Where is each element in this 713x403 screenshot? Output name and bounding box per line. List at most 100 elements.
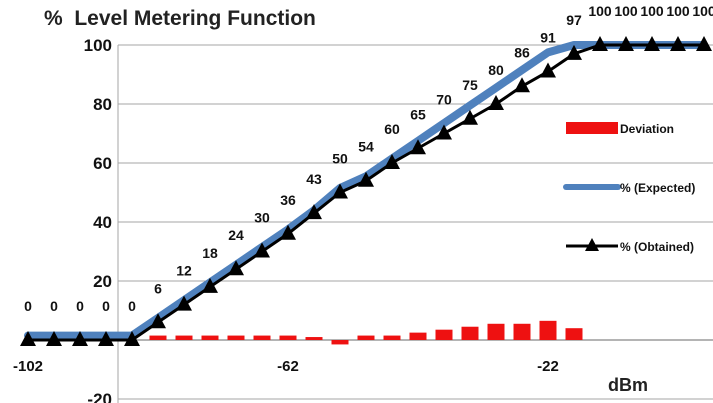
- triangle-marker: [150, 313, 166, 329]
- triangle-marker: [254, 242, 270, 258]
- data-label: 100: [588, 3, 612, 19]
- deviation-bar: [539, 320, 557, 340]
- triangle-marker: [72, 331, 88, 346]
- triangle-marker: [410, 139, 426, 155]
- legend-label: % (Expected): [620, 181, 695, 195]
- triangle-marker: [46, 331, 62, 346]
- legend-entry: Deviation: [566, 122, 674, 136]
- triangle-marker: [488, 95, 504, 110]
- data-label: 97: [566, 12, 582, 28]
- data-label: 65: [410, 106, 426, 122]
- triangle-marker: [670, 36, 686, 51]
- data-label: 54: [358, 139, 374, 155]
- data-label: 70: [436, 92, 452, 108]
- triangle-marker: [280, 224, 296, 240]
- triangle-marker: [332, 183, 348, 199]
- data-label: 0: [76, 298, 84, 314]
- y-tick-label: 100: [84, 36, 112, 55]
- deviation-bar: [149, 335, 167, 340]
- data-label: 18: [202, 245, 218, 261]
- data-label: 50: [332, 151, 348, 167]
- data-label: 36: [280, 192, 296, 208]
- y-tick-label: -20: [87, 390, 112, 403]
- triangle-marker: [358, 171, 374, 187]
- data-label: 12: [176, 263, 192, 279]
- data-label: 91: [540, 30, 556, 46]
- data-label: 75: [462, 77, 478, 93]
- series-lines: [24, 41, 708, 342]
- legend-entry: % (Expected): [563, 181, 695, 195]
- deviation-bar: [253, 335, 271, 340]
- data-label: 0: [102, 298, 110, 314]
- obtained-markers: [20, 36, 712, 346]
- triangle-marker: [228, 260, 244, 276]
- triangle-marker: [306, 204, 322, 220]
- data-label: 100: [640, 3, 664, 19]
- triangle-marker: [176, 295, 192, 311]
- y-tick-label: 80: [93, 95, 112, 114]
- data-label: 100: [614, 3, 638, 19]
- triangle-marker: [566, 44, 582, 60]
- x-axis-label: dBm: [608, 375, 648, 395]
- y-tick-labels: -20 0 20 40 60 80 100: [84, 36, 112, 403]
- triangle-marker: [20, 331, 36, 346]
- deviation-bar: [305, 337, 323, 340]
- data-label: 86: [514, 44, 530, 60]
- triangle-marker: [540, 62, 556, 78]
- data-label: 80: [488, 62, 504, 78]
- legend-swatch: [566, 122, 618, 134]
- deviation-bar: [513, 323, 531, 340]
- triangle-marker: [514, 77, 530, 93]
- deviation-bar: [279, 335, 297, 340]
- deviation-bar: [409, 332, 427, 340]
- data-label: 6: [154, 280, 162, 296]
- deviation-bar: [331, 340, 349, 345]
- triangle-marker: [384, 154, 400, 169]
- grid-lines: [117, 44, 713, 403]
- deviation-bar: [175, 335, 193, 340]
- deviation-bar: [227, 335, 245, 340]
- deviation-bar: [435, 329, 453, 340]
- legend-label: Deviation: [620, 122, 674, 136]
- y-tick-label: 60: [93, 154, 112, 173]
- obtained-line: [26, 43, 706, 342]
- legend-entry: % (Obtained): [566, 238, 694, 254]
- triangle-marker: [644, 36, 660, 51]
- triangle-marker: [436, 124, 452, 140]
- data-label: 60: [384, 121, 400, 137]
- deviation-bar: [487, 323, 505, 340]
- triangle-marker: [592, 36, 608, 51]
- legend-label: % (Obtained): [620, 240, 694, 254]
- triangle-marker: [202, 277, 218, 293]
- data-labels: 0 0 0 0 0 6 12 18 24 30 36 43 50 54 60 65 70 75 80 86 91 97 10…: [24, 3, 713, 314]
- data-label: 24: [228, 227, 244, 243]
- deviation-bar: [201, 335, 219, 340]
- x-tick-label: -62: [277, 358, 299, 375]
- y-tick-label: 40: [93, 213, 112, 232]
- y-tick-label: 20: [93, 272, 112, 291]
- data-label: 43: [306, 171, 322, 187]
- triangle-marker: [618, 36, 634, 51]
- x-tick-labels: -102 -62 -22: [13, 358, 559, 375]
- data-label: 0: [128, 298, 136, 314]
- deviation-bar: [461, 326, 479, 340]
- legend-marker: [585, 238, 599, 251]
- deviation-bars: [149, 320, 583, 345]
- data-label: 100: [692, 3, 713, 19]
- deviation-bar: [357, 335, 375, 340]
- deviation-bar: [565, 328, 583, 340]
- chart-title: % Level Metering Function: [44, 7, 316, 30]
- data-label: 30: [254, 210, 270, 226]
- x-tick-label: -102: [13, 358, 43, 375]
- triangle-marker: [124, 331, 140, 346]
- expected-line: [24, 41, 708, 340]
- triangle-marker: [98, 331, 114, 346]
- triangle-marker: [696, 36, 712, 51]
- triangle-marker: [462, 109, 478, 125]
- deviation-bar: [383, 335, 401, 340]
- data-label: 100: [666, 3, 690, 19]
- data-label: 0: [24, 298, 32, 314]
- legend: Deviation % (Expected) % (Obtained): [563, 122, 695, 254]
- x-tick-label: -22: [537, 358, 559, 375]
